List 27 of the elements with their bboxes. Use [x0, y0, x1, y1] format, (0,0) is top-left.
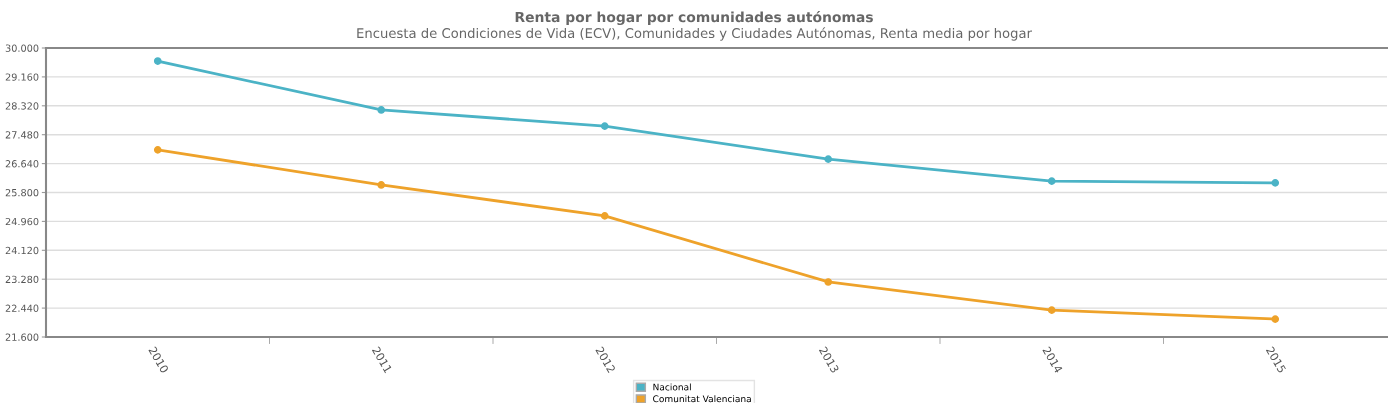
chart-subtitle: Encuesta de Condiciones de Vida (ECV), Comunidades y Ciudades Autónomas, Renta media por hogar [357, 27, 1032, 41]
legend-label: Nacional [653, 383, 691, 391]
point [377, 181, 386, 189]
point [600, 122, 609, 130]
y-tick-label: 29.160 [5, 73, 39, 81]
y-tick-label: 30.000 [5, 44, 39, 52]
point [600, 212, 609, 220]
y-tick-label: 24.120 [5, 246, 39, 255]
point [824, 278, 833, 286]
legend-label: Comunitat Valenciana [653, 395, 751, 403]
point [153, 57, 162, 65]
y-tick-label: 23.280 [5, 275, 39, 284]
y-tick-label: 28.320 [5, 102, 39, 110]
y-tick-label: 25.800 [5, 188, 39, 197]
point [1271, 315, 1280, 323]
point [1271, 179, 1280, 187]
y-tick-label: 22.440 [5, 304, 39, 312]
y-tick-label: 21.600 [5, 333, 39, 341]
point [153, 146, 162, 154]
y-tick-label: 26.640 [5, 160, 39, 168]
point [824, 155, 833, 163]
chart-title: Renta por hogar por comunidades autónomas [515, 10, 873, 26]
point [1047, 177, 1056, 185]
point [377, 106, 386, 114]
y-tick-label: 24.960 [5, 217, 39, 226]
y-tick-label: 27.480 [5, 131, 39, 139]
point [1047, 306, 1056, 314]
